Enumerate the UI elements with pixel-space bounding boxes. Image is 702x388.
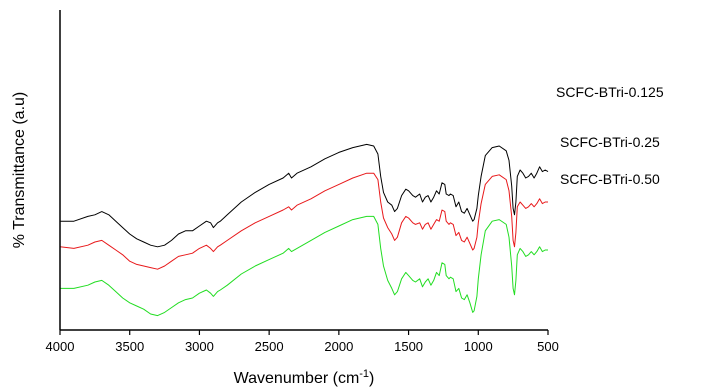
x-tick-label: 4000: [46, 339, 75, 354]
series-line-3: [60, 215, 548, 317]
x-tick-label: 500: [537, 339, 559, 354]
x-axis-title: Wavenumber (cm-1): [234, 368, 375, 387]
x-tick-label: 2000: [324, 339, 353, 354]
x-tick-label: 2500: [255, 339, 284, 354]
x-tick-label: 3000: [185, 339, 214, 354]
series-line-1: [60, 143, 549, 248]
x-tick-label: 1500: [394, 339, 423, 354]
x-tick-label: 1000: [464, 339, 493, 354]
series-label-2: SCFC-BTri-0.25: [560, 134, 660, 150]
x-ticks: 4000 3500 3000 2500 2000 1500 1000 500: [46, 330, 559, 354]
axes-layer: [59, 10, 548, 331]
series-layer: [59, 143, 549, 317]
y-axis-title: % Transmittance (a.u): [11, 92, 28, 249]
series-label-3: SCFC-BTri-0.50: [560, 171, 660, 187]
series-labels: SCFC-BTri-0.125 SCFC-BTri-0.25 SCFC-BTri-0…: [556, 84, 664, 187]
series-line-2: [59, 172, 548, 270]
series-label-1: SCFC-BTri-0.125: [556, 84, 664, 100]
x-tick-label: 3500: [115, 339, 144, 354]
